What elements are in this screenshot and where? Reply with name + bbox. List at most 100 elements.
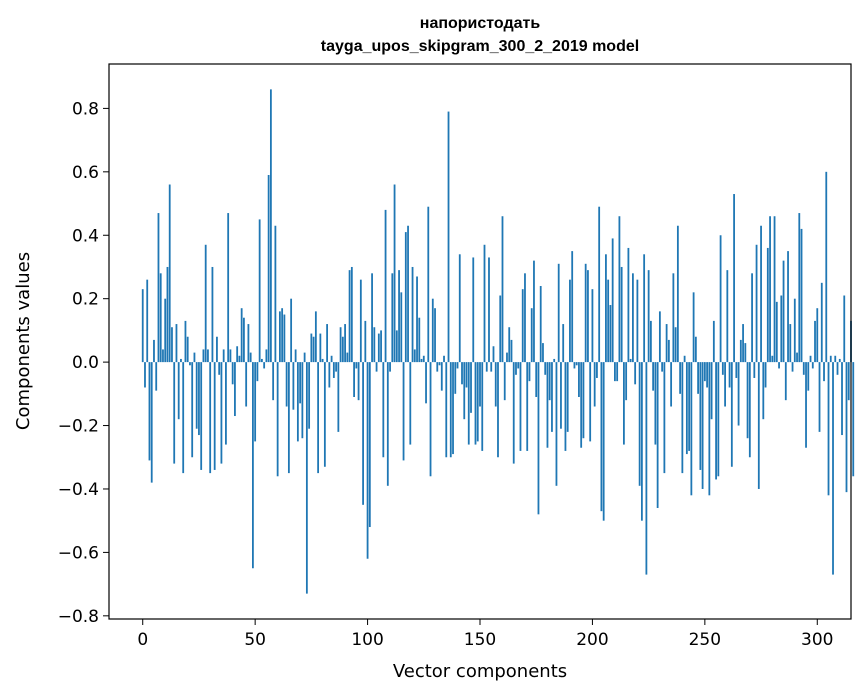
bar <box>605 254 607 363</box>
bar <box>838 358 841 363</box>
bar <box>688 362 691 451</box>
bar <box>292 362 295 410</box>
bar <box>409 362 412 445</box>
bar <box>721 362 724 375</box>
x-tick-label: 50 <box>244 630 266 650</box>
bar <box>778 362 780 369</box>
bar <box>323 362 326 467</box>
bar <box>384 209 387 363</box>
bar <box>816 308 819 363</box>
bar <box>155 362 158 391</box>
bar <box>596 362 598 378</box>
x-tick-label: 150 <box>464 630 496 650</box>
bar <box>434 308 436 363</box>
bar <box>153 339 155 363</box>
bar <box>623 362 625 445</box>
bar <box>227 213 230 363</box>
bar <box>757 362 760 489</box>
bar <box>398 270 400 363</box>
bar <box>807 362 810 391</box>
bar <box>735 362 738 378</box>
bar <box>537 362 540 515</box>
bar <box>364 320 367 363</box>
bar <box>775 301 778 363</box>
bar <box>220 362 223 464</box>
bar <box>492 346 495 363</box>
bar <box>717 362 720 477</box>
bar <box>326 324 328 363</box>
bar <box>148 362 151 461</box>
bar <box>809 355 812 363</box>
chart-title-line-1: напористодать <box>420 15 541 32</box>
bar <box>222 349 225 363</box>
y-tick-label: 0.0 <box>72 353 99 373</box>
bar <box>789 324 792 363</box>
bar <box>640 362 643 521</box>
bar <box>560 362 562 429</box>
bar <box>465 362 468 388</box>
bar <box>157 213 160 363</box>
bar <box>195 362 198 429</box>
bar <box>515 362 517 375</box>
bar <box>461 362 463 385</box>
bar <box>411 266 414 363</box>
x-axis-label: Vector components <box>393 661 567 682</box>
bar <box>616 362 619 382</box>
x-tick-label: 250 <box>689 630 721 650</box>
bar <box>701 362 704 489</box>
bar <box>764 362 767 388</box>
y-tick-label: −0.8 <box>58 607 99 627</box>
bar <box>609 305 612 363</box>
bar <box>744 343 747 363</box>
bar <box>625 362 628 401</box>
y-tick-label: 0.6 <box>72 163 99 183</box>
bar <box>407 225 409 363</box>
bar <box>263 362 266 369</box>
bar <box>234 362 236 417</box>
bar <box>357 362 360 401</box>
bar <box>784 362 787 401</box>
bar <box>627 247 630 363</box>
bar <box>337 362 340 432</box>
bar <box>207 349 209 363</box>
bar <box>553 358 556 363</box>
bar <box>182 362 185 474</box>
bar <box>141 289 144 363</box>
y-tick-label: −0.4 <box>58 480 99 500</box>
bar <box>341 336 344 363</box>
bar <box>773 216 776 363</box>
y-tick-label: −0.6 <box>58 543 99 563</box>
bar <box>562 324 565 363</box>
plot-frame <box>108 63 852 620</box>
bar <box>350 266 353 363</box>
bar <box>845 362 848 493</box>
bar <box>274 225 277 363</box>
bar <box>402 362 405 461</box>
bar <box>296 362 299 442</box>
bar <box>209 362 212 474</box>
bar <box>472 257 475 363</box>
bar <box>425 362 427 404</box>
bar <box>447 111 450 363</box>
bar <box>427 206 430 363</box>
bar <box>285 362 288 407</box>
bar <box>575 362 578 366</box>
bar <box>382 362 385 458</box>
bar <box>238 355 241 363</box>
bar <box>755 244 758 363</box>
bar <box>593 362 596 407</box>
bar <box>654 362 657 445</box>
bar <box>335 362 337 372</box>
bar <box>739 339 742 363</box>
bar <box>649 320 652 363</box>
bar <box>524 273 526 363</box>
bar <box>261 358 263 363</box>
bar <box>611 238 614 363</box>
bar <box>670 362 673 407</box>
bar <box>267 175 270 363</box>
bar <box>847 362 850 401</box>
bar <box>256 362 259 382</box>
bar <box>254 362 257 442</box>
bar <box>820 282 823 363</box>
bar <box>454 362 457 394</box>
